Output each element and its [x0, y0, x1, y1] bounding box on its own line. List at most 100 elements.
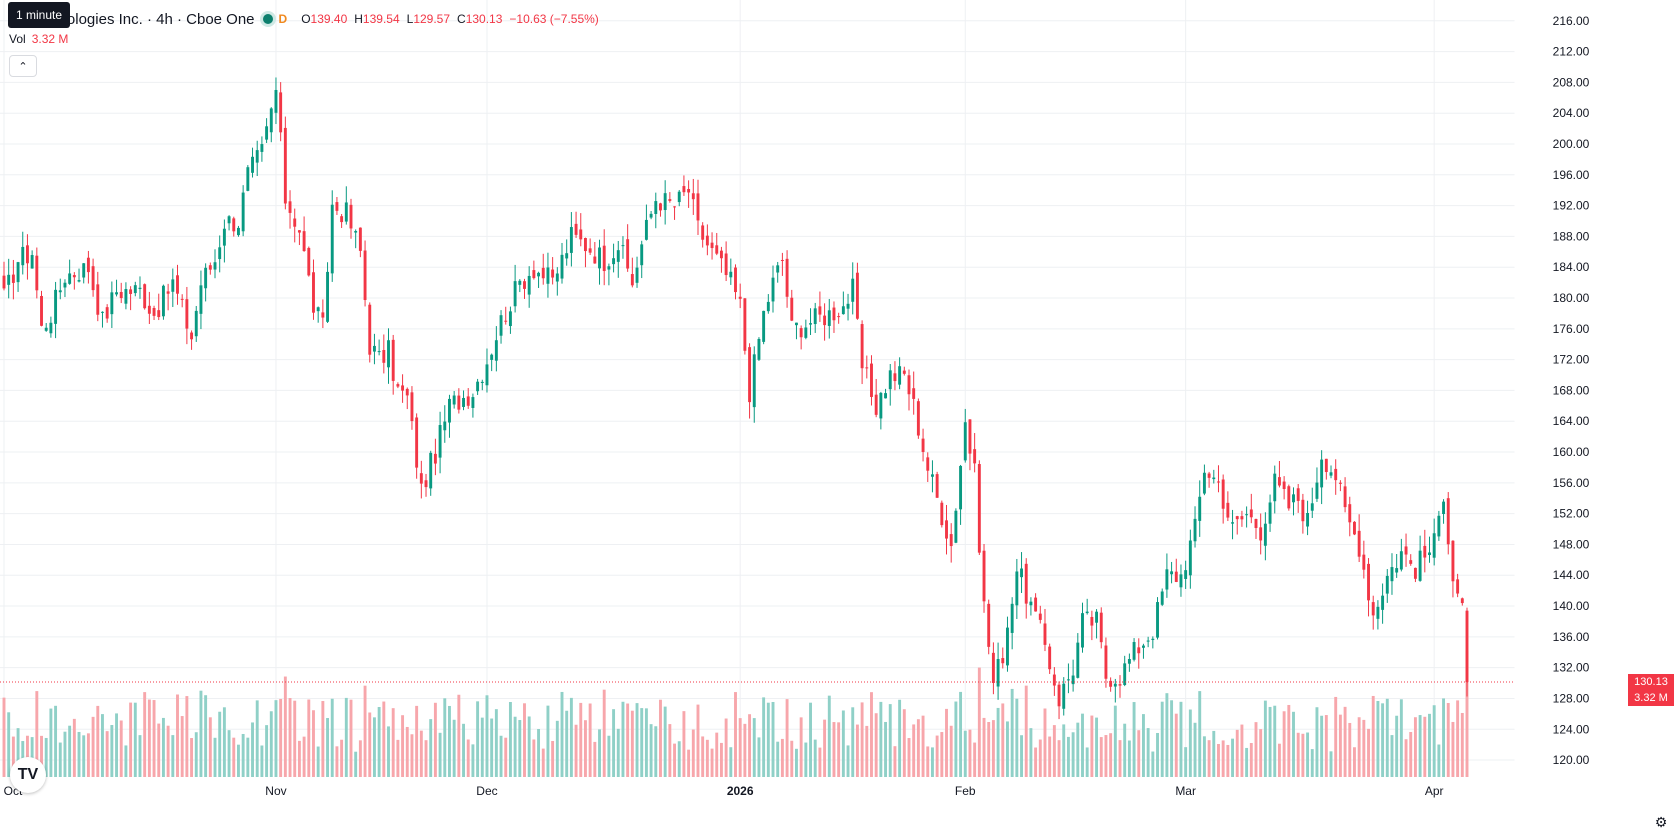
market-status-dot-icon: [262, 14, 273, 24]
candle-body: [691, 193, 695, 200]
candle-body: [448, 398, 451, 423]
volume-bar: [429, 719, 433, 777]
volume-bar: [316, 746, 320, 777]
candle-body: [1259, 527, 1263, 541]
candle-body: [626, 239, 630, 269]
candle-body: [1043, 623, 1047, 645]
volume-bar: [63, 731, 67, 777]
candle-body: [2, 275, 6, 289]
candle-body: [748, 347, 752, 403]
candle-body: [476, 381, 480, 392]
candle-body: [1024, 563, 1028, 604]
volume-bar: [1245, 747, 1249, 777]
volume-bar: [480, 717, 484, 777]
volume-bar: [621, 701, 625, 777]
volume-bar: [1428, 713, 1431, 777]
volume-bar: [269, 711, 273, 777]
volume-bar: [799, 717, 803, 777]
candle-body: [555, 273, 559, 282]
volume-bar: [54, 705, 58, 777]
candle-body: [804, 327, 808, 338]
volume-bar: [523, 703, 526, 777]
candle-body: [462, 397, 465, 407]
candle-body: [996, 659, 1000, 687]
candle-body: [147, 305, 151, 314]
price-axis[interactable]: 216.00 212.00 208.00 204.00 200.00 196.00 192.…: [1514, 0, 1590, 835]
volume-bar: [260, 745, 264, 777]
volume-bar: [1006, 721, 1009, 777]
volume-bar: [312, 710, 315, 777]
candle-body: [1099, 612, 1103, 643]
volume-bar: [1399, 699, 1403, 777]
candle-body: [921, 438, 925, 452]
candle-body: [860, 324, 864, 369]
volume-bar: [851, 707, 855, 777]
candle-body: [152, 307, 156, 316]
ohlc-open-key: O: [301, 12, 311, 26]
volume-bar: [1202, 736, 1206, 777]
candle-body: [96, 284, 100, 315]
candle-body: [560, 254, 564, 279]
volume-bar: [452, 719, 456, 777]
gear-icon[interactable]: ⚙: [1654, 813, 1668, 830]
volume-bar: [673, 743, 676, 777]
interval-tooltip: 1 minute: [8, 2, 71, 28]
candle-body: [987, 603, 991, 647]
volume-bar: [1085, 747, 1089, 777]
candle-body: [719, 250, 723, 259]
ohlc-low-value: 129.57: [413, 12, 451, 26]
candle-body: [157, 310, 161, 318]
volume-bar: [340, 739, 344, 777]
tradingview-logo[interactable]: TV: [10, 757, 46, 793]
candle-body: [855, 272, 859, 319]
collapse-legend-button[interactable]: ⌃: [9, 55, 37, 77]
volume-bar: [265, 725, 269, 777]
volume-bar: [541, 748, 545, 777]
candle-body: [762, 310, 766, 342]
volume-bar: [743, 723, 747, 777]
candle-body: [40, 295, 43, 326]
candle-body: [129, 289, 133, 294]
volume-bar: [377, 707, 381, 777]
volume-bar: [1015, 698, 1019, 777]
volume-bar: [827, 695, 831, 777]
y-tick-label: 120.00: [1553, 753, 1590, 767]
candle-body: [588, 248, 592, 253]
volume-bar: [1456, 700, 1460, 777]
timeframe-badge: D: [278, 12, 288, 26]
candle-body: [1170, 571, 1174, 575]
candle-body: [513, 281, 517, 307]
candle-body: [1132, 642, 1136, 660]
candle-body: [954, 510, 958, 543]
volume-bar: [1381, 703, 1385, 777]
volume-bar: [157, 723, 161, 777]
ohlc-low-key: L: [406, 12, 414, 26]
volume-bar: [663, 706, 667, 777]
volume-bar: [1165, 693, 1169, 777]
ohlc-high-key: H: [354, 12, 363, 26]
candle-body: [260, 144, 264, 152]
y-tick-label: 208.00: [1553, 75, 1590, 89]
volume-bar: [415, 705, 419, 777]
time-axis[interactable]: Oct Nov Dec 2026 Feb Mar Apr: [4, 784, 1444, 798]
volume-bar: [171, 735, 175, 777]
symbol-title[interactable]: r Technologies Inc. · 4h · Cboe One: [18, 10, 255, 28]
volume-bar: [902, 709, 906, 777]
candle-body: [115, 292, 118, 295]
candle-body: [54, 289, 58, 324]
volume-bar: [1437, 744, 1441, 777]
candle-body: [105, 307, 109, 319]
volume-bar: [471, 744, 475, 777]
candle-body: [776, 265, 780, 273]
volume-bar: [297, 740, 301, 777]
volume-bar: [823, 719, 827, 777]
volume-bar: [1066, 736, 1070, 777]
candle-body: [945, 520, 948, 539]
volume-bar: [1367, 728, 1370, 777]
volume-bar: [1156, 732, 1159, 777]
volume-bar: [110, 725, 114, 777]
volume-bar: [804, 742, 808, 777]
candle-body: [283, 127, 287, 204]
volume-bar: [115, 713, 118, 777]
